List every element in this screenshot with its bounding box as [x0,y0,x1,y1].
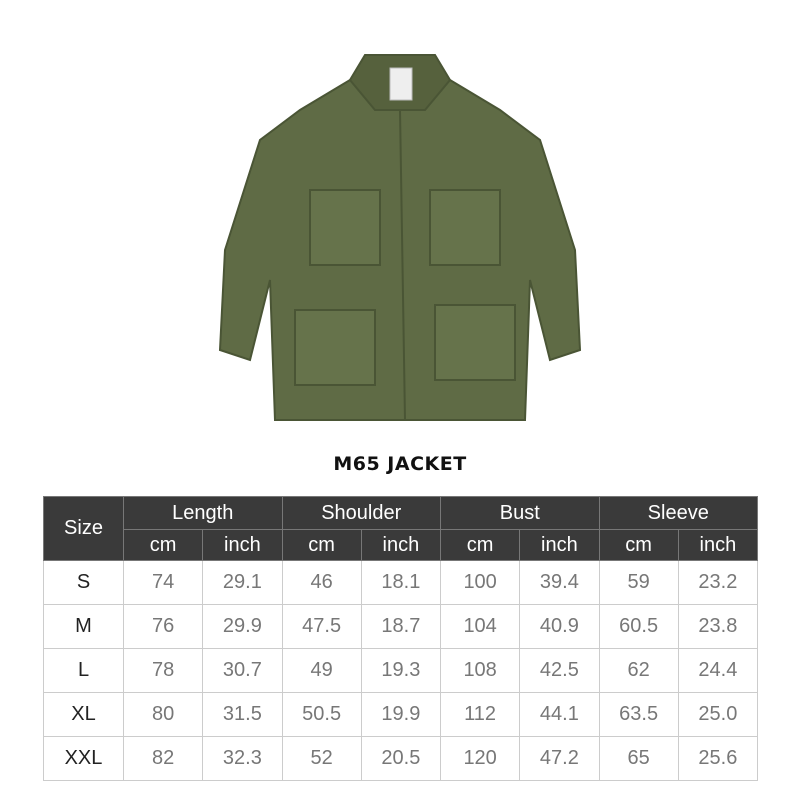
group-header: Shoulder [281,496,441,530]
value-cell: 23.2 [677,560,759,605]
value-cell: 52 [281,736,362,781]
value-cell: 63.5 [598,692,679,737]
unit-header: cm [598,529,679,561]
value-cell: 50.5 [281,692,362,737]
table-row: M 76 29.9 47.5 18.7 104 40.9 60.5 23.8 [43,604,759,649]
value-cell: 30.7 [202,648,283,693]
value-cell: 46 [281,560,362,605]
value-cell: 20.5 [360,736,442,781]
value-cell: 65 [598,736,679,781]
size-cell: L [43,648,124,693]
unit-header: cm [122,529,204,561]
value-cell: 25.6 [677,736,759,781]
size-cell: M [43,604,124,649]
value-cell: 112 [439,692,521,737]
unit-header: cm [281,529,362,561]
value-cell: 59 [598,560,679,605]
value-cell: 25.0 [677,692,759,737]
value-cell: 74 [122,560,204,605]
group-header: Bust [440,496,600,530]
value-cell: 18.1 [360,560,442,605]
unit-header: inch [202,529,283,561]
value-cell: 49 [281,648,362,693]
value-cell: 40.9 [519,604,600,649]
table-row: XL 80 31.5 50.5 19.9 112 44.1 63.5 25.0 [43,692,759,737]
product-title: M65 JACKET [333,453,467,475]
value-cell: 23.8 [677,604,759,649]
value-cell: 80 [122,692,204,737]
table-row: L 78 30.7 49 19.3 108 42.5 62 24.4 [43,648,759,693]
unit-header: inch [677,529,759,561]
value-cell: 120 [439,736,521,781]
value-cell: 60.5 [598,604,679,649]
value-cell: 47.5 [281,604,362,649]
value-cell: 44.1 [519,692,600,737]
unit-header: inch [360,529,442,561]
value-cell: 82 [122,736,204,781]
value-cell: 32.3 [202,736,283,781]
value-cell: 78 [122,648,204,693]
value-cell: 104 [439,604,521,649]
value-cell: 39.4 [519,560,600,605]
value-cell: 29.1 [202,560,283,605]
value-cell: 100 [439,560,521,605]
value-cell: 31.5 [202,692,283,737]
value-cell: 62 [598,648,679,693]
group-header: Sleeve [598,496,758,530]
value-cell: 19.3 [360,648,442,693]
group-header: Length [123,496,283,530]
unit-header: cm [439,529,521,561]
size-cell: XXL [43,736,124,781]
value-cell: 18.7 [360,604,442,649]
value-cell: 29.9 [202,604,283,649]
jacket-image [218,54,582,421]
value-cell: 76 [122,604,204,649]
size-cell: XL [43,692,124,737]
value-cell: 47.2 [519,736,600,781]
size-cell: S [43,560,124,605]
table-row: S 74 29.1 46 18.1 100 39.4 59 23.2 [43,560,759,605]
size-header: Size [43,496,124,561]
value-cell: 108 [439,648,521,693]
value-cell: 24.4 [677,648,759,693]
table-row: XXL 82 32.3 52 20.5 120 47.2 65 25.6 [43,736,759,781]
value-cell: 19.9 [360,692,442,737]
value-cell: 42.5 [519,648,600,693]
size-chart-table: Size Length Shoulder Bust Sleeve cm inch c… [43,496,759,781]
unit-header: inch [519,529,600,561]
